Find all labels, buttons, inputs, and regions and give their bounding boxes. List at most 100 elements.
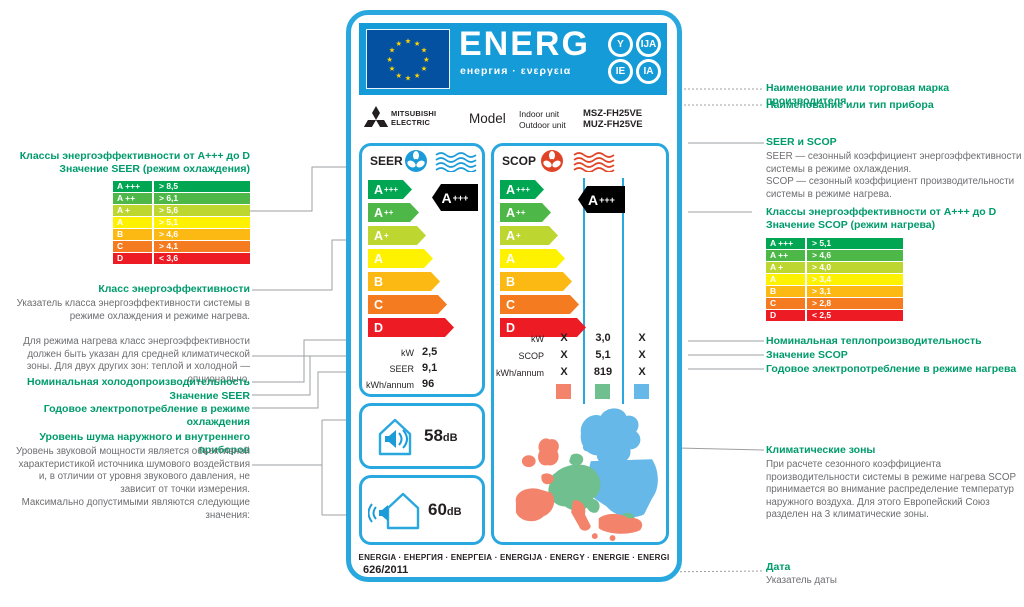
date-annotation-body: Указатель даты: [766, 575, 837, 586]
device-type-annotation: Наименование или тип прибора: [766, 99, 934, 111]
table-row: C > 2,8: [766, 298, 903, 309]
manufacturer-annotation: Наименование или торговая марка производ…: [766, 82, 950, 107]
class-arrow: C: [500, 295, 579, 314]
class-arrow: A: [500, 249, 565, 268]
table-row: B > 3,1: [766, 286, 903, 297]
table-row: A + > 4,0: [766, 262, 903, 273]
table-row: A ++ > 4,6: [766, 250, 903, 261]
table-row: D < 3,6: [113, 253, 250, 264]
svg-text:★: ★: [414, 39, 421, 48]
zone-column-divider: [583, 178, 585, 404]
noise-annotation-title: Уровень шума наружного и внутреннего при…: [39, 431, 250, 456]
table-row: A > 3,4: [766, 274, 903, 285]
indoor-noise-box: 58dB: [359, 403, 485, 469]
suffix-circle: IA: [636, 59, 661, 84]
svg-text:★: ★: [423, 55, 430, 64]
seer-panel: SEER: [359, 143, 485, 397]
class-annotation-body1: Указатель класса энергоэффективности сис…: [16, 298, 250, 322]
seer-value-label: Значение SEER: [169, 390, 250, 402]
annual-cooling-label: Годовое электропотребление в режиме охла…: [43, 403, 250, 428]
languages-line: ENERGIA · ЕНЕРГИЯ · ΕΝΕΡΓΕΙΑ · ENERGIJA …: [358, 553, 670, 562]
cool-air-waves-icon: [435, 152, 477, 172]
scop-rating-arrow: A +++: [578, 186, 625, 213]
climate-zone-swatch-warm: [556, 384, 571, 399]
scop-value-row: SCOP X 5,1 X: [518, 349, 646, 361]
noise-annotation-body1: Уровень звуковой мощности является объек…: [15, 446, 250, 495]
table-row: A +++ > 8,5: [113, 181, 250, 192]
outdoor-noise-icon: [368, 492, 420, 530]
class-arrow: A +: [368, 226, 426, 245]
seer-definition: SEER — сезонный коэффициент энергоэффект…: [766, 151, 1022, 175]
class-arrow: A +++: [500, 180, 544, 199]
svg-text:★: ★: [405, 37, 412, 46]
table-row: A > 5,1: [113, 217, 250, 228]
suffix-circle: Y: [608, 32, 633, 57]
energ-subtitle: енергия · ενεργεια: [460, 65, 572, 77]
scop-classes-heading: Классы энергоэффективности от A+++ до D …: [766, 206, 997, 231]
annual-heating-label: Годовое электропотребление в режиме нагр…: [766, 363, 1017, 375]
svg-text:★: ★: [389, 64, 396, 73]
fan-heating-icon: [541, 150, 563, 172]
suffix-circle: IJA: [636, 32, 661, 57]
scop-kw-row: kW X 3,0 X: [531, 332, 646, 344]
class-arrow: D: [500, 318, 586, 337]
seer-title: SEER: [370, 154, 403, 168]
table-row: A +++ > 5,1: [766, 238, 903, 249]
model-label: Model: [469, 111, 506, 126]
noise-annotation-body2: Максимально допустимыми являются следующ…: [21, 497, 250, 521]
class-annotation-body2: Для режима нагрева класс энергоэффективн…: [23, 336, 250, 385]
scop-class-scale: A +++ A ++ A + A B C D: [500, 180, 586, 341]
suffix-circle: IE: [608, 59, 633, 84]
warm-air-waves-icon: [573, 152, 615, 172]
class-arrow: B: [500, 272, 572, 291]
scop-definition: SCOP — сезонный коэффициент производител…: [766, 176, 1015, 200]
svg-text:★: ★: [421, 64, 428, 73]
scop-annum-row: kWh/annum X 819 X: [495, 366, 646, 378]
svg-text:★: ★: [405, 73, 412, 82]
scop-value-label: Значение SCOP: [766, 349, 848, 361]
svg-text:★: ★: [396, 39, 403, 48]
outdoor-noise-value: 60dB: [428, 500, 462, 519]
cooling-capacity-label: Номинальная холодопроизводительность: [27, 376, 250, 388]
outdoor-noise-box: 60dB: [359, 475, 485, 545]
unit-models: MSZ-FH25VE MUZ-FH25VE: [583, 108, 643, 130]
seer-kw-row: kW 2,5: [401, 346, 438, 358]
class-arrow: A +++: [368, 180, 412, 199]
class-arrow: A ++: [368, 203, 419, 222]
seer-scop-annotation-title: SEER и SCOP: [766, 136, 837, 148]
energ-title: ENERG: [459, 25, 590, 63]
seer-annum-row: kWh/annum 96: [365, 378, 435, 390]
brand-model-row: MITSUBISHI ELECTRIC Model Indoor unit Ou…: [359, 103, 669, 139]
table-row: B > 4,6: [113, 229, 250, 240]
svg-text:★: ★: [386, 55, 393, 64]
climate-zones-body: При расчете сезонного коэффициента произ…: [766, 459, 1016, 520]
energ-language-suffixes: Y IJA IE IA: [608, 32, 662, 84]
seer-rating-arrow: A +++: [432, 184, 478, 211]
class-arrow: D: [368, 318, 454, 337]
scop-panel: SCOP: [491, 143, 669, 545]
table-row: C > 4,1: [113, 241, 250, 252]
label-header: ★ ★ ★ ★ ★ ★ ★ ★ ★ ★ ★ ★ ENERG енергия · ενεργεια…: [359, 23, 667, 95]
regulation-number: 626/2011: [363, 564, 409, 576]
class-arrow: A ++: [500, 203, 551, 222]
svg-text:★: ★: [414, 71, 421, 80]
date-annotation-title: Дата: [766, 561, 791, 573]
manufacturer-name: MITSUBISHI ELECTRIC: [391, 109, 437, 127]
indoor-noise-value: 58dB: [424, 426, 458, 445]
table-row: D < 2,5: [766, 310, 903, 321]
unit-labels: Indoor unit Outdoor unit: [519, 109, 566, 130]
svg-text:★: ★: [389, 46, 396, 55]
fan-cooling-icon: [405, 150, 427, 172]
eu-stars: ★ ★★ ★★★ ★★★ ★★★: [386, 37, 430, 83]
zone-column-divider: [622, 178, 624, 404]
scop-classes-table: A +++ > 5,1 A ++ > 4,6 A + > 4,0 A > 3,4 B > …: [766, 238, 903, 322]
class-arrow: A +: [500, 226, 558, 245]
seer-class-scale: A +++ A ++ A + A B C D: [368, 180, 454, 341]
mitsubishi-logo: [363, 106, 389, 127]
class-arrow: B: [368, 272, 440, 291]
heating-capacity-label: Номинальная теплопроизводительность: [766, 335, 982, 347]
seer-classes-table: A +++ > 8,5 A ++ > 6,1 A + > 5,6 A > 5,1 B > …: [113, 181, 250, 265]
seer-value-row: SEER 9,1: [389, 362, 438, 374]
seer-classes-heading: Классы энергоэффективности от A+++ до D …: [19, 150, 250, 175]
